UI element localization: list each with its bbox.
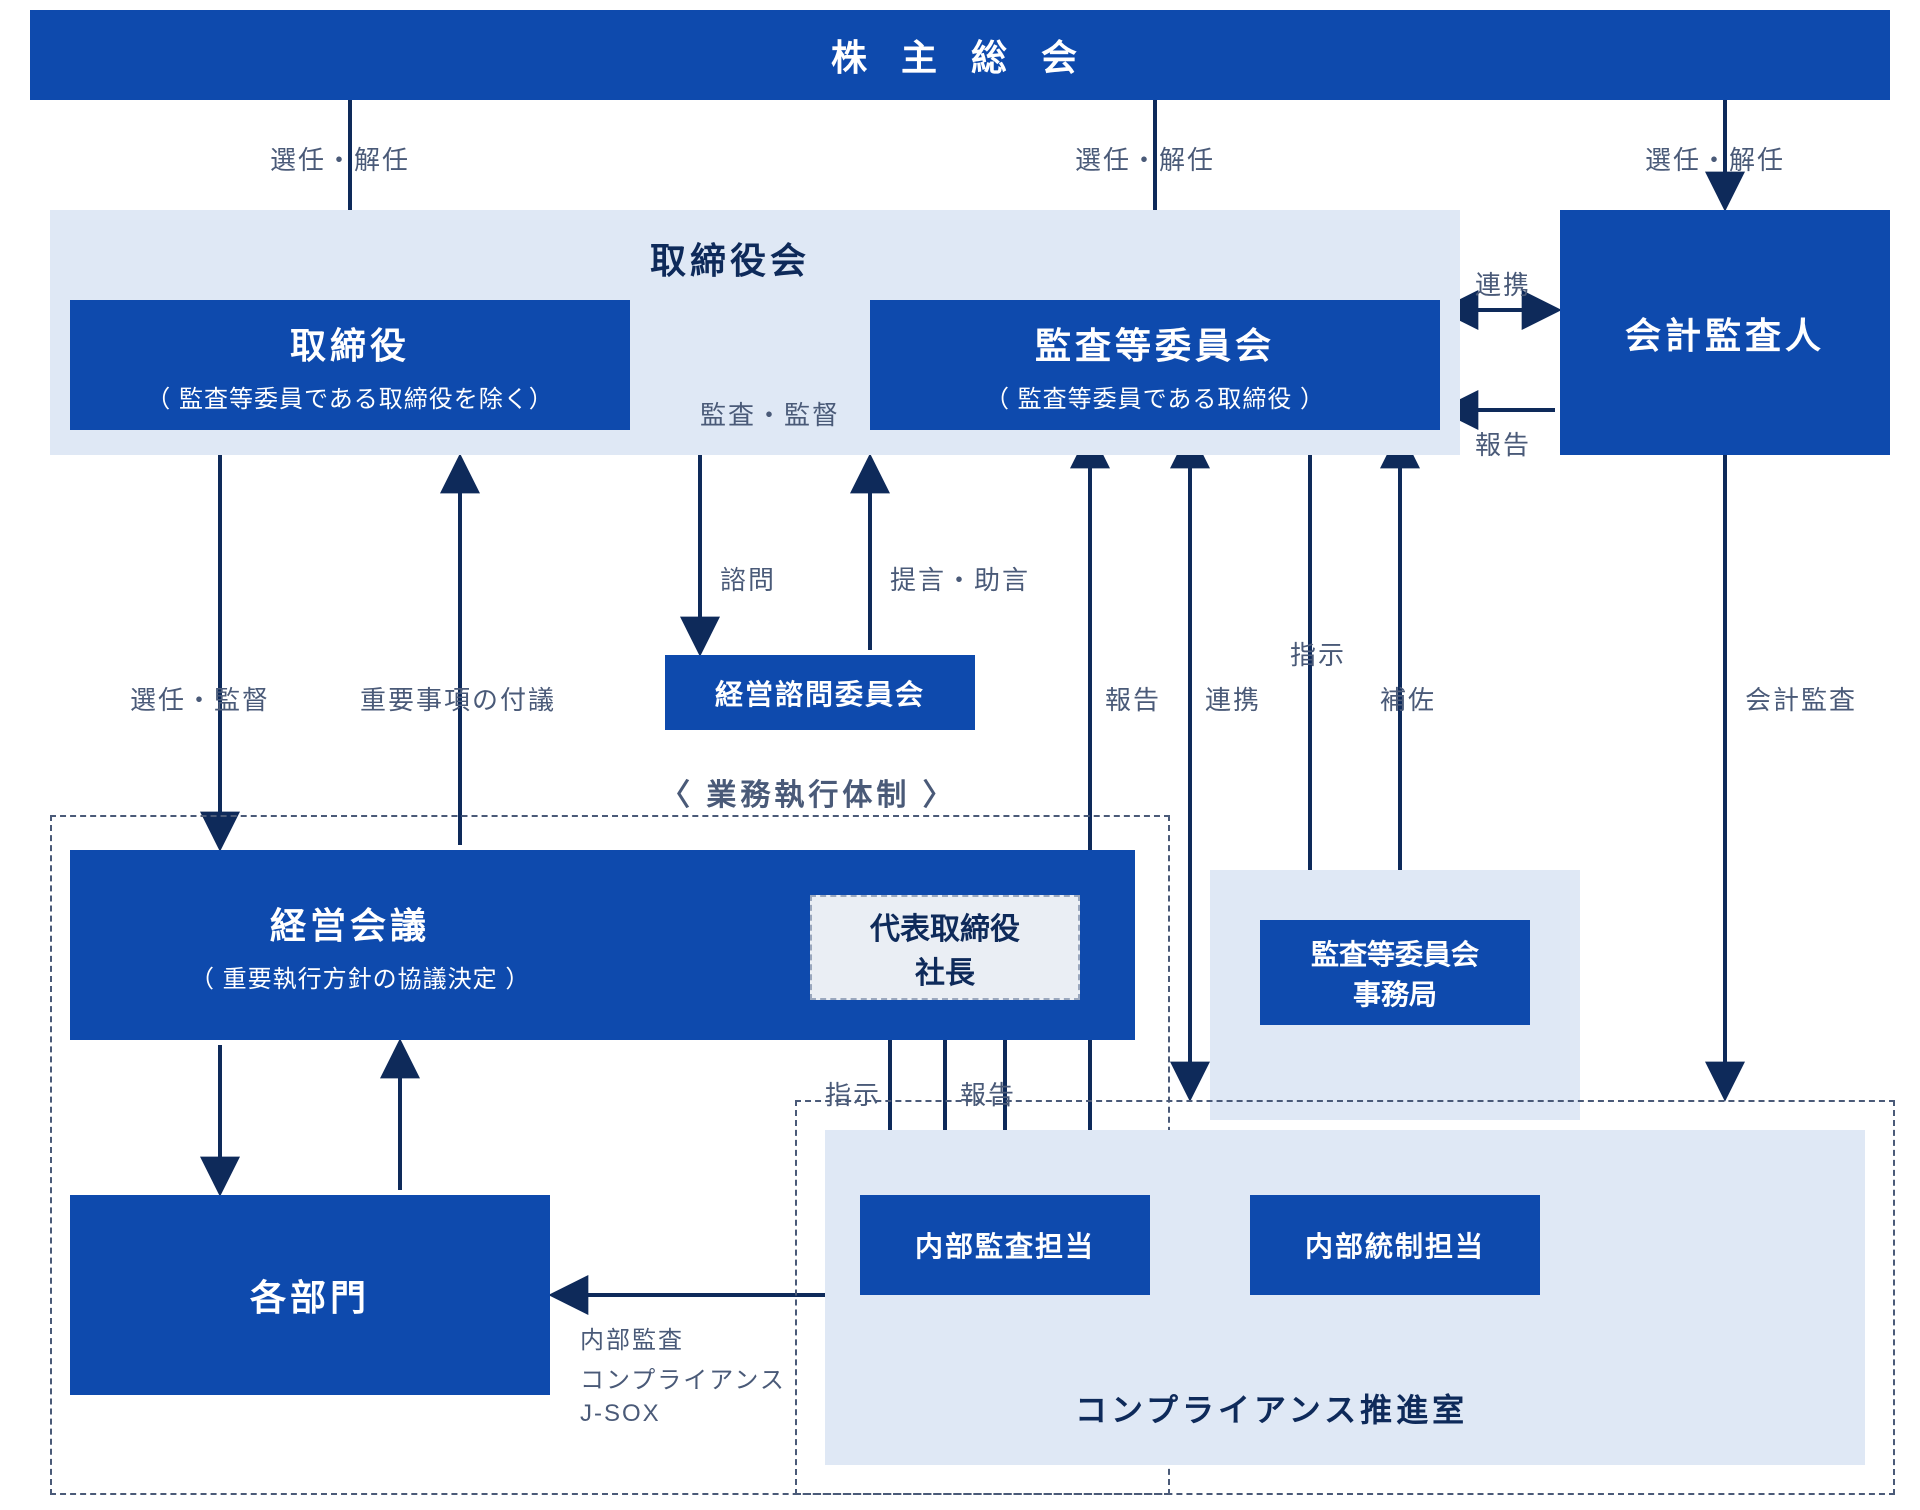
panel-exec-title: 〈 業務執行体制 〉 — [660, 770, 957, 814]
node-directors: 取締役 （ 監査等委員である取締役を除く） — [70, 300, 630, 430]
lbl-refer: 重要事項の付議 — [360, 680, 556, 717]
node-audit-office-t1: 監査等委員会 — [1311, 933, 1479, 973]
node-internal-audit-title: 内部監査担当 — [915, 1225, 1095, 1265]
lbl-audit-supervise: 監査・監督 — [700, 395, 840, 432]
node-internal-control: 内部統制担当 — [1250, 1195, 1540, 1295]
node-directors-title: 取締役 — [290, 317, 410, 369]
node-internal-audit: 内部監査担当 — [860, 1195, 1150, 1295]
node-directors-sub: （ 監査等委員である取締役を除く） — [146, 379, 553, 414]
node-president: 代表取締役 社長 — [810, 895, 1080, 1000]
lbl-appoint-supervise: 選任・監督 — [130, 680, 270, 717]
panel-board-title: 取締役会 — [650, 232, 810, 284]
node-management-title: 経営会議 — [270, 897, 430, 949]
lbl-internal-audit-3: J-SOX — [580, 1400, 661, 1428]
node-president-title: 代表取締役 — [870, 904, 1020, 948]
lbl-report-3: 報告 — [960, 1075, 1016, 1112]
node-audit-committee-sub: （ 監査等委員である取締役 ） — [985, 379, 1325, 414]
node-audit-committee: 監査等委員会 （ 監査等委員である取締役 ） — [870, 300, 1440, 430]
node-advisory-title: 経営諮問委員会 — [715, 673, 925, 713]
lbl-coop-1: 連携 — [1475, 265, 1531, 302]
node-audit-committee-title: 監査等委員会 — [1035, 317, 1275, 369]
lbl-consult: 諮問 — [720, 560, 776, 597]
lbl-assist: 補佐 — [1380, 680, 1436, 717]
node-accounting-auditor: 会計監査人 — [1560, 210, 1890, 455]
lbl-appoint-2: 選任・解任 — [1075, 140, 1215, 177]
lbl-report-2: 報告 — [1105, 680, 1161, 717]
lbl-appoint-1: 選任・解任 — [270, 140, 410, 177]
lbl-appoint-3: 選任・解任 — [1645, 140, 1785, 177]
node-divisions-title: 各部門 — [250, 1269, 370, 1321]
lbl-internal-audit-1: 内部監査 — [580, 1320, 684, 1355]
node-management-sub: （ 重要執行方針の協議決定 ） — [190, 959, 530, 994]
lbl-propose: 提言・助言 — [890, 560, 1030, 597]
lbl-internal-audit-2: コンプライアンス — [580, 1360, 786, 1395]
lbl-accounting-audit: 会計監査 — [1745, 680, 1857, 717]
node-advisory-committee: 経営諮問委員会 — [665, 655, 975, 730]
panel-compliance-title: コンプライアンス推進室 — [1075, 1385, 1468, 1431]
node-divisions: 各部門 — [70, 1195, 550, 1395]
lbl-report-1: 報告 — [1475, 425, 1531, 462]
node-president-sub: 社長 — [915, 948, 975, 992]
lbl-coop-2: 連携 — [1205, 680, 1261, 717]
lbl-instruct-1: 指示 — [1290, 635, 1346, 672]
node-internal-control-title: 内部統制担当 — [1305, 1225, 1485, 1265]
node-accounting-auditor-title: 会計監査人 — [1625, 307, 1825, 359]
node-shareholders-label: 株 主 総 会 — [831, 29, 1089, 81]
lbl-instruct-2: 指示 — [825, 1075, 881, 1112]
org-chart: 取締役会 〈 業務執行体制 〉 コンプライアンス推進室 株 主 総 会 取締役 … — [0, 0, 1920, 1510]
node-audit-office-t2: 事務局 — [1353, 973, 1437, 1013]
node-audit-office: 監査等委員会 事務局 — [1260, 920, 1530, 1025]
node-shareholders-meeting: 株 主 総 会 — [30, 10, 1890, 100]
